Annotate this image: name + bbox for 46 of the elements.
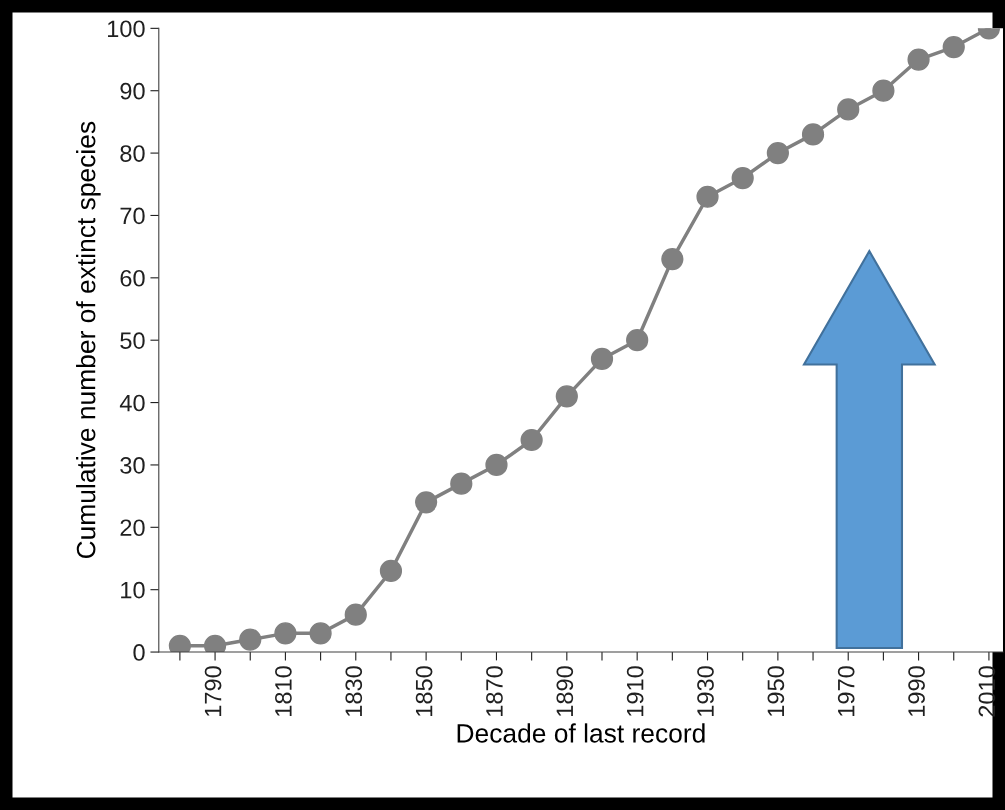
x-tick-label: 1930 (697, 666, 714, 716)
y-axis-title: Cumulative number of extinct species (76, 121, 101, 559)
y-tick-label: 90 (120, 82, 145, 100)
x-tick-label: 1890 (556, 666, 574, 716)
point (309, 622, 332, 645)
y-tick-label: 70 (120, 207, 145, 225)
y-tick-label: 80 (120, 145, 145, 162)
x-tick-label: 1790 (204, 666, 222, 716)
x-tick-label: 1970 (837, 666, 855, 716)
y-tick-label: 50 (120, 332, 145, 349)
x-tick-label: 1950 (767, 666, 785, 716)
point (661, 248, 684, 271)
y-tick-label: 0 (133, 644, 145, 661)
point (344, 603, 367, 626)
point (520, 428, 543, 452)
x-tick-label: 1810 (275, 666, 292, 716)
point (766, 141, 789, 165)
y-tick-label: 100 (108, 20, 145, 38)
x-axis-title: Decade of last record (457, 723, 705, 743)
x-tick-label: 1850 (415, 666, 433, 716)
y-tick-label: 30 (120, 457, 145, 474)
point (274, 622, 297, 645)
y-tick-label: 10 (121, 581, 145, 599)
x-tick-label: 1990 (908, 666, 925, 716)
point (450, 472, 473, 495)
y-tick-label: 20 (120, 519, 145, 537)
point (626, 329, 649, 352)
point (731, 166, 754, 190)
x-tick-label: 2010 (978, 666, 996, 717)
point (239, 628, 262, 651)
point (801, 123, 825, 146)
point (872, 79, 895, 102)
point (696, 185, 719, 208)
y-tick-label: 60 (120, 269, 145, 287)
x-tick-label: 1910 (626, 666, 644, 716)
point (555, 385, 578, 408)
point (907, 48, 930, 71)
point (837, 98, 860, 121)
point (942, 35, 965, 59)
point (485, 453, 508, 477)
point (415, 491, 438, 514)
y-tick-label: 40 (119, 394, 145, 412)
point (379, 559, 403, 583)
point (590, 347, 614, 371)
x-tick-label: 1870 (486, 666, 503, 716)
x-tick-label: 1830 (345, 666, 363, 716)
